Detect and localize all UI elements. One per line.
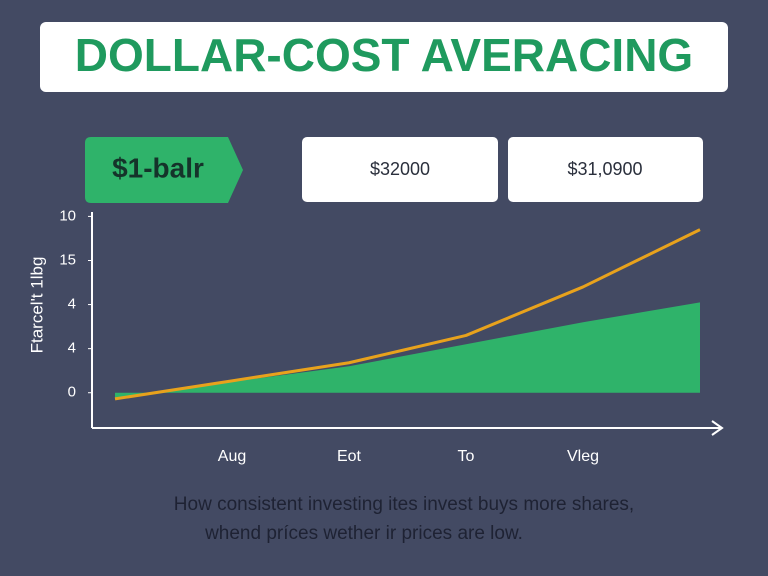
title: DOLLAR-COST AVERACING <box>75 29 693 81</box>
x-axis-arrow <box>711 420 724 436</box>
y-tick-label: 15 <box>59 251 76 268</box>
value-box <box>302 137 498 202</box>
caption: How consistent investing ites invest buy… <box>174 494 634 515</box>
tag-shape <box>85 137 243 203</box>
tag-label: $1-balr <box>112 152 204 183</box>
x-tick-label: Aug <box>218 448 246 465</box>
value-box-label: $32000 <box>370 159 430 179</box>
title-box <box>40 22 728 92</box>
caption: whend príces wether ir prices are low. <box>204 523 523 544</box>
y-tick-label: 10 <box>59 207 76 224</box>
x-tick-label: To <box>458 448 475 465</box>
y-tick-label: 0 <box>68 384 76 401</box>
y-tick-label: 4 <box>68 340 76 357</box>
y-axis-label: Ftarcel't 1lbg <box>27 257 46 354</box>
value-box <box>508 137 703 202</box>
x-tick-label: Eot <box>337 448 362 465</box>
value-box-label: $31,0900 <box>567 159 642 179</box>
area <box>115 302 700 399</box>
x-tick-label: Vleg <box>567 448 599 465</box>
line <box>114 228 701 401</box>
y-tick-label: 4 <box>68 296 76 313</box>
